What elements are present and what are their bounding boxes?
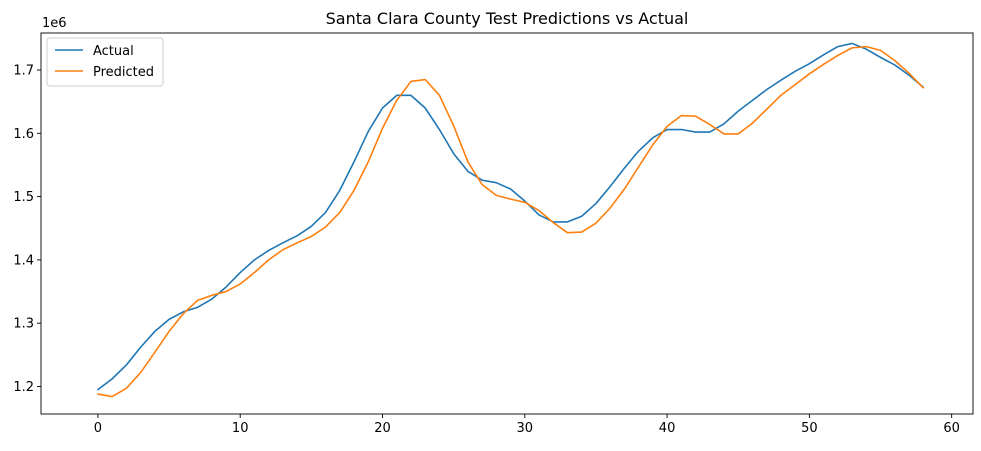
x-tick-label: 60 (943, 421, 960, 436)
series-line-predicted (97, 45, 924, 398)
x-tick-label: 50 (801, 421, 818, 436)
x-tick-label: 40 (659, 421, 676, 436)
chart-title: Santa Clara County Test Predictions vs A… (326, 9, 689, 28)
plot-area: 0 10 20 30 40 50 60 1.2 1.3 1.4 1.5 1.6 1.7 Actual Pre… (13, 32, 974, 436)
x-tick-label: 20 (374, 421, 391, 436)
legend-label-predicted: Predicted (93, 65, 154, 80)
y-tick-label: 1.3 (13, 317, 34, 332)
x-tick-label: 10 (232, 421, 249, 436)
y-tick-label: 1.2 (13, 380, 34, 395)
y-tick-label: 1.6 (13, 127, 34, 142)
y-tick-label: 1.7 (13, 64, 34, 79)
y-tick-label: 1.5 (13, 190, 34, 205)
axes-frame (40, 32, 974, 415)
legend-label-actual: Actual (93, 44, 134, 59)
x-tick-label: 30 (517, 421, 534, 436)
series-line-actual (97, 42, 924, 391)
x-tick-label: 0 (94, 421, 102, 436)
y-tick-label: 1.4 (13, 253, 34, 268)
y-offset-label: 1e6 (42, 16, 67, 31)
